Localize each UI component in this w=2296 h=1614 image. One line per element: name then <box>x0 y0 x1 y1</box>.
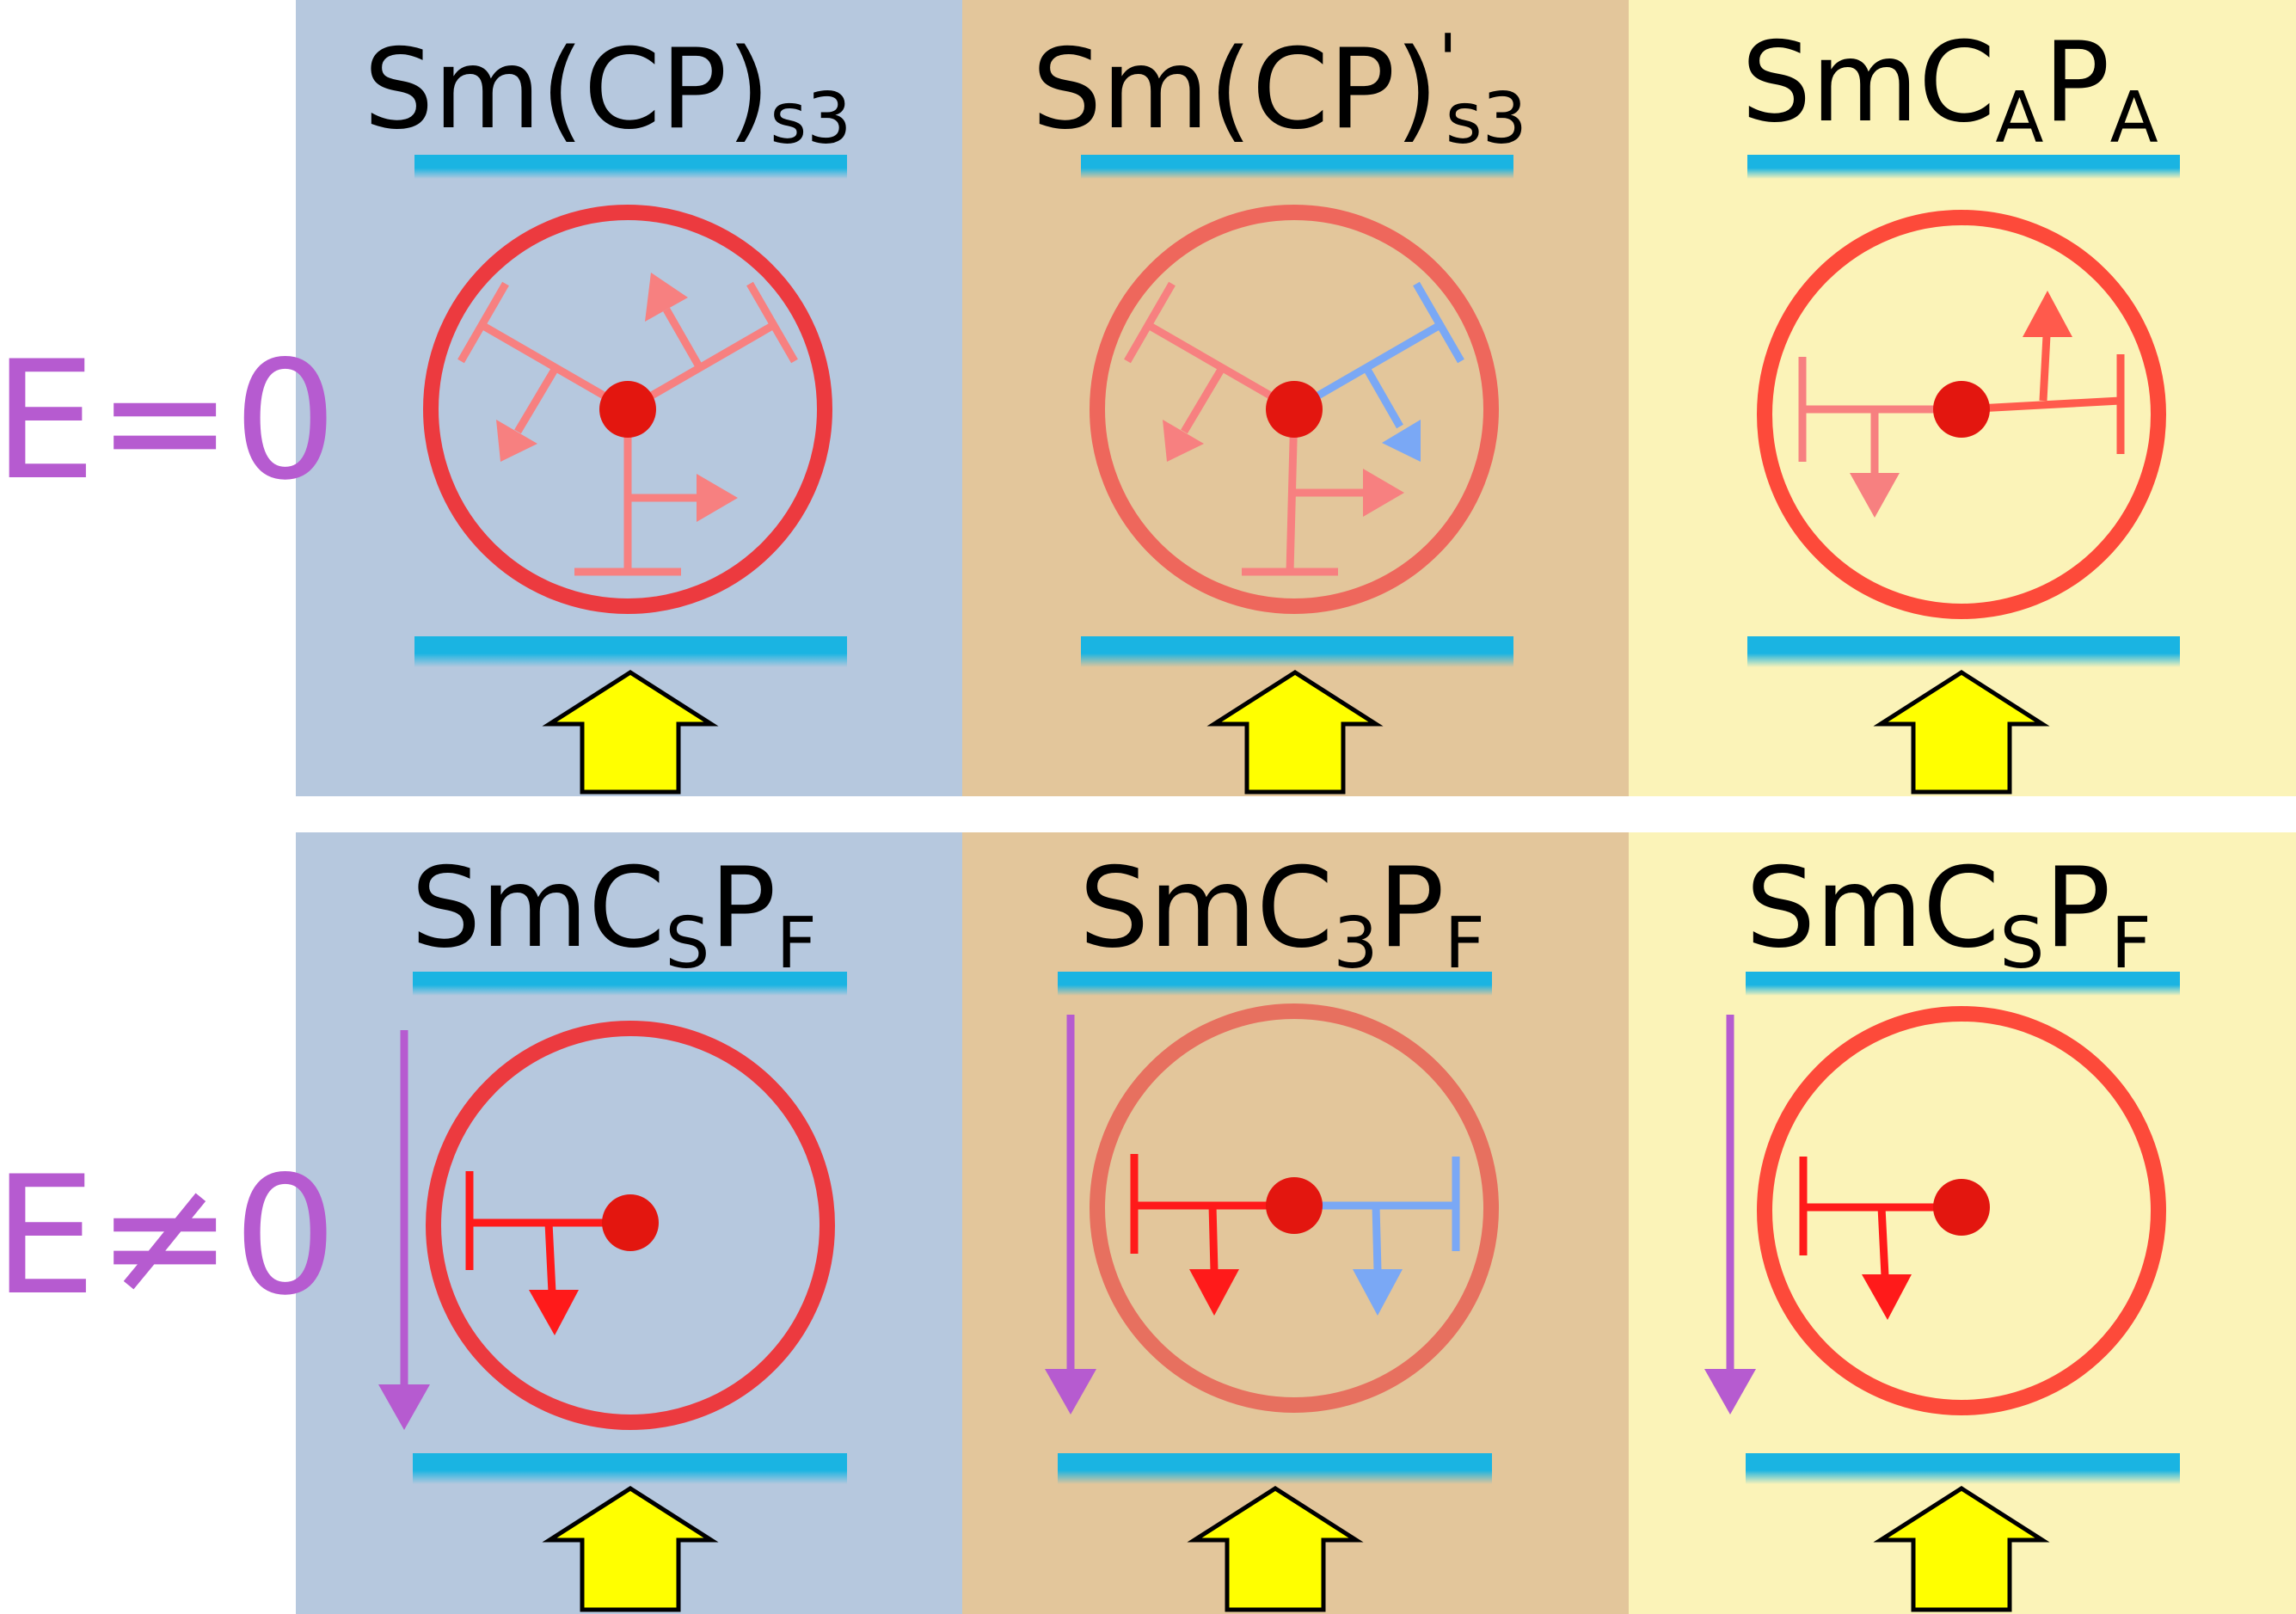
big-arrow-bottom-2-icon <box>1187 1486 1364 1612</box>
phase-diagram-bottom-2 <box>1090 1003 1499 1413</box>
big-arrow-bottom-3-icon <box>1873 1486 2050 1612</box>
field-arrows <box>378 1015 1756 1430</box>
molecule-center-dot <box>1266 1177 1323 1234</box>
big-arrow-top-3-icon <box>1873 670 2050 795</box>
polarization-arrow-icon <box>496 420 537 462</box>
tilt-cone-ring <box>1090 1003 1499 1413</box>
molecule-center-dot <box>1933 1179 1990 1236</box>
phase-title-smc3pf: SmC3PF <box>1079 844 1485 985</box>
layer-line-bottom-2-upper <box>1058 972 1492 996</box>
layer-line-bottom-3-upper <box>1746 972 2180 996</box>
polarization-arrow-blue-icon <box>1382 420 1421 462</box>
tilt-cone-ring <box>1090 205 1499 614</box>
polarization-shaft <box>1877 1206 1889 1277</box>
phase-diagram-bottom-3 <box>1757 1006 2166 1415</box>
layer-line-top-2-upper <box>1081 155 1513 179</box>
big-arrow-bottom-1-icon <box>542 1486 719 1612</box>
molecule-end-bar <box>746 281 798 364</box>
molecule-center-dot <box>1933 381 1990 438</box>
polarization-arrow-icon <box>1189 1269 1239 1316</box>
layer-line-bottom-3-lower <box>1746 1453 2180 1484</box>
molecule-center-dot <box>599 381 656 438</box>
layer-line-bottom-1-lower <box>413 1453 847 1484</box>
big-arrows <box>542 670 2050 1612</box>
phase-diagram-top-3 <box>1757 210 2166 619</box>
layer-line-top-1-lower <box>414 636 847 667</box>
big-arrow-top-2-icon <box>1206 670 1384 795</box>
molecule-center-dot <box>602 1194 659 1251</box>
polarization-arrow-blue-icon <box>1353 1269 1403 1316</box>
big-arrow-top-1-icon <box>542 670 719 795</box>
layer-line-top-3-upper <box>1747 155 2180 179</box>
polarization-shaft <box>544 1222 556 1293</box>
molecule-end-bar <box>457 281 509 364</box>
polarization-arrow-icon <box>1363 469 1404 517</box>
polarization-shaft <box>2039 334 2051 402</box>
polarization-arrow-icon <box>645 273 688 322</box>
polarization-shaft-blue <box>1372 1205 1382 1272</box>
layer-line-top-1-upper <box>414 155 847 179</box>
tilt-cone-ring <box>1757 1006 2166 1415</box>
polarization-arrow-icon <box>1850 473 1900 518</box>
tilt-cone-ring <box>423 205 832 614</box>
molecule-end-bar <box>1124 281 1176 364</box>
polarization-shaft <box>663 307 703 371</box>
polarization-arrow-icon <box>1862 1274 1912 1320</box>
layer-line-bottom-2-lower <box>1058 1453 1492 1484</box>
polarization-shaft <box>1181 365 1225 434</box>
row-label-e-zero: E=0 <box>0 326 337 516</box>
molecule-end-bar-blue <box>1413 281 1464 364</box>
row-label-e-nonzero: E≠0 <box>0 1141 337 1331</box>
field-arrow-3-icon <box>1704 1369 1756 1415</box>
field-arrow-2-icon <box>1045 1369 1096 1415</box>
phase-diagram-top-1 <box>423 205 832 614</box>
phase-title-smcapa: SmCAPA <box>1741 19 2158 159</box>
layer-line-bottom-1-upper <box>413 972 847 996</box>
phase-title-sm-cp-s3: Sm(CP)s3 <box>364 26 851 160</box>
layer-line-top-2-lower <box>1081 636 1513 667</box>
phase-title-smcspf-left: SmCSPF <box>411 844 817 985</box>
polarization-shaft-blue <box>1363 365 1403 429</box>
tilt-cone-ring <box>426 1021 835 1430</box>
field-arrow-1-icon <box>378 1384 430 1430</box>
polarization-arrow-icon <box>2023 291 2072 337</box>
layer-lines <box>413 155 2180 1484</box>
polarization-arrow-icon <box>1163 420 1204 462</box>
layer-line-top-3-lower <box>1747 636 2180 667</box>
phase-diagram-bottom-1 <box>426 1021 835 1430</box>
polarization-shaft <box>1208 1205 1219 1272</box>
phase-title-sm-cp-prime-s3: Sm(CP)' s3 <box>1032 20 1527 160</box>
tilt-cone-ring <box>1757 210 2166 619</box>
phase-diagram-top-2 <box>1090 205 1499 614</box>
panel-backgrounds <box>296 0 2296 1614</box>
phase-title-smcspf-right: SmCSPF <box>1746 844 2152 985</box>
molecule-center-dot <box>1266 381 1323 438</box>
polarization-shaft <box>514 365 559 434</box>
polarization-arrow-icon <box>529 1290 579 1335</box>
polarization-arrow-icon <box>697 474 738 522</box>
